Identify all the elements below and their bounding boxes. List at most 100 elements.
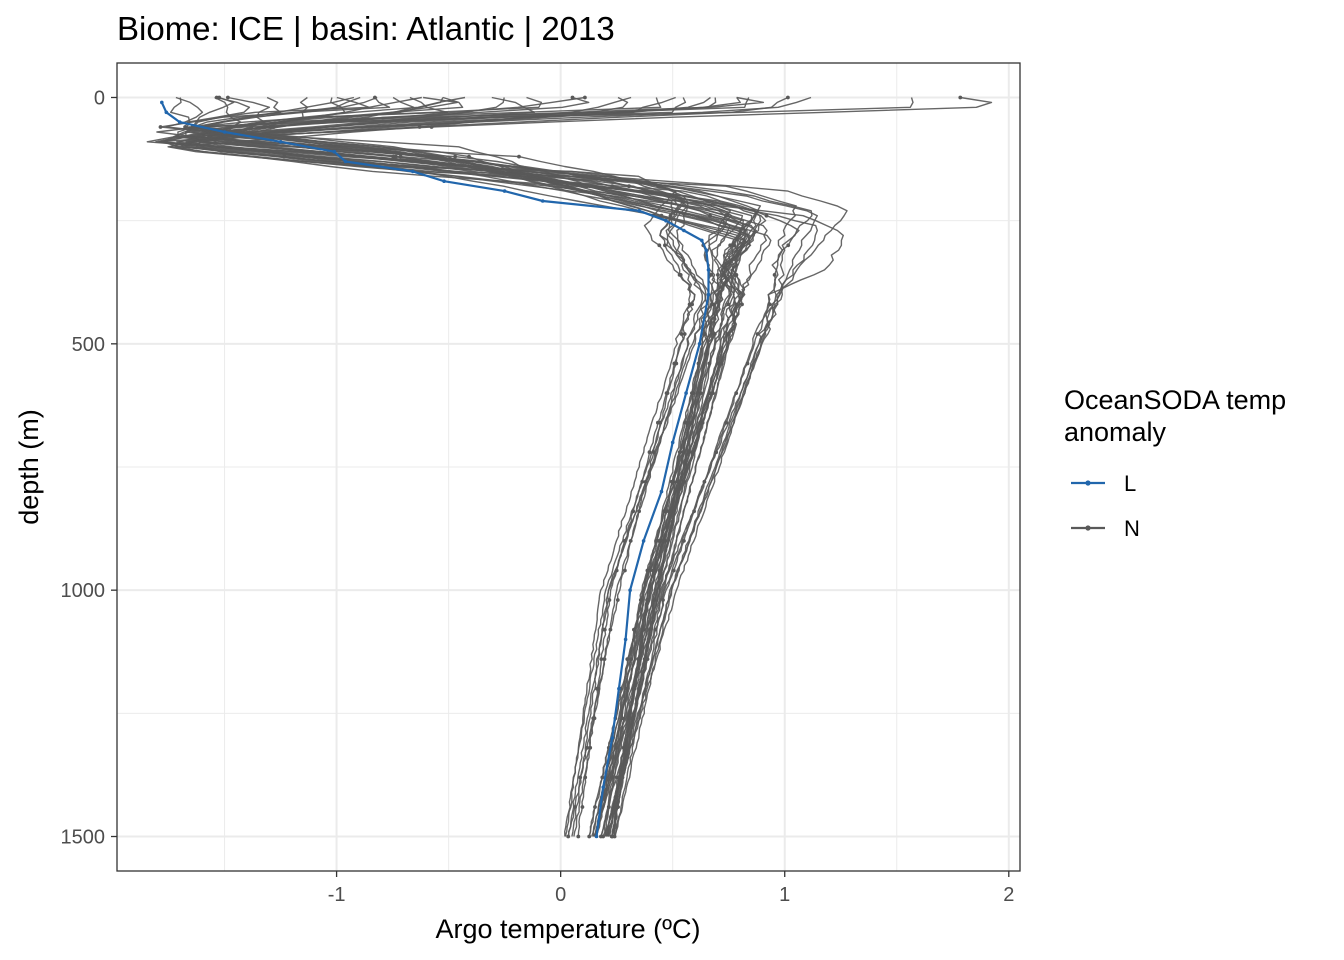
- l-profile-point: [659, 489, 664, 494]
- n-profile-point: [620, 716, 625, 721]
- n-profile-point: [607, 598, 612, 602]
- n-profile-point: [648, 627, 653, 632]
- n-profile-point: [755, 332, 760, 336]
- n-profile-point: [671, 509, 676, 514]
- n-profile-point: [576, 834, 581, 839]
- x-axis-title: Argo temperature (ºC): [436, 914, 701, 944]
- n-profile-point: [727, 332, 731, 336]
- l-profile-point: [628, 588, 632, 592]
- x-tick-label: -1: [328, 884, 346, 906]
- n-profile-point: [631, 509, 636, 514]
- legend-item-n: N: [1071, 516, 1140, 541]
- n-profile-point: [615, 598, 620, 602]
- l-profile-point: [617, 686, 621, 691]
- n-profile-point: [616, 805, 620, 809]
- n-profile-point: [647, 450, 652, 455]
- n-profile-point: [608, 627, 613, 632]
- n-profile-point: [570, 95, 575, 100]
- n-profile-point: [602, 657, 607, 661]
- n-profile-line: [185, 96, 746, 837]
- n-profile-point: [719, 361, 724, 366]
- n-profile-point: [639, 598, 644, 602]
- legend-key-l-point: [1085, 480, 1091, 486]
- n-profile-point: [583, 775, 588, 780]
- y-tick-label: 0: [94, 87, 105, 109]
- n-profile-point: [565, 184, 569, 189]
- n-profile-point: [786, 243, 791, 248]
- n-profile-line: [194, 96, 749, 837]
- n-profile-point: [724, 420, 729, 425]
- l-profile-point: [540, 199, 545, 203]
- n-profile-point: [158, 125, 163, 129]
- l-profile-point: [343, 159, 348, 164]
- n-profile-point: [591, 716, 596, 721]
- n-profile-point: [580, 805, 585, 809]
- n-profile-point: [588, 184, 593, 189]
- n-profile-point: [566, 834, 571, 839]
- n-profile-point: [627, 184, 631, 189]
- n-profile-point: [183, 125, 188, 129]
- legend-label-l: L: [1124, 471, 1136, 496]
- n-profile-point: [610, 775, 615, 780]
- n-profile-point: [658, 420, 663, 425]
- n-profile-point: [674, 361, 679, 366]
- l-profile-point: [682, 228, 686, 233]
- n-profile-point: [764, 213, 769, 218]
- n-profile-point: [707, 361, 712, 366]
- n-profile-point: [226, 95, 230, 100]
- n-profile-point: [391, 154, 396, 159]
- n-profile-point: [657, 243, 662, 248]
- n-profile-point: [661, 598, 665, 602]
- n-profile-point: [585, 184, 589, 189]
- l-profile-point: [706, 268, 711, 272]
- n-profile-point: [734, 302, 739, 307]
- n-profile-point: [373, 95, 377, 100]
- n-profile-point: [663, 243, 667, 248]
- n-profile-point: [429, 125, 434, 129]
- l-profile-point: [706, 292, 711, 297]
- n-profile-point: [588, 745, 593, 750]
- n-profile-point: [453, 154, 457, 159]
- n-profile-point: [398, 154, 403, 159]
- n-profile-point: [600, 775, 605, 780]
- n-profile-point: [696, 361, 701, 366]
- l-profile-point: [623, 637, 628, 642]
- n-profile-point: [599, 834, 603, 839]
- n-profile-point: [716, 273, 720, 277]
- n-profile-point: [628, 716, 632, 721]
- n-profile-point: [629, 657, 633, 661]
- n-profile-point: [614, 568, 619, 573]
- n-profile-point: [631, 716, 635, 721]
- n-profile-point: [734, 391, 739, 395]
- n-profile-point: [583, 95, 587, 100]
- n-profile-point: [467, 154, 471, 159]
- n-profile-point: [722, 273, 727, 277]
- n-profile-point: [702, 479, 707, 484]
- n-profile-point: [724, 213, 729, 218]
- n-profile-point: [628, 539, 633, 543]
- n-profile-point: [657, 539, 661, 543]
- n-profile-point: [637, 686, 642, 691]
- l-profile-point: [601, 785, 605, 789]
- n-profile-point: [665, 391, 670, 395]
- l-profile-point: [641, 539, 646, 543]
- n-profile-point: [682, 479, 686, 484]
- n-profile-point: [632, 686, 637, 691]
- n-profile-point: [659, 213, 664, 218]
- n-profile-point: [636, 657, 640, 661]
- n-profile-point: [700, 420, 705, 425]
- n-profile-point: [958, 95, 963, 100]
- n-profile-point: [656, 184, 661, 189]
- n-profile-point: [609, 834, 614, 839]
- n-profile-point: [682, 539, 686, 543]
- n-profile-line: [146, 96, 818, 837]
- n-profile-point: [573, 805, 577, 809]
- n-profile-point: [714, 450, 719, 455]
- n-profile-point: [716, 361, 721, 366]
- n-profile-point: [647, 568, 652, 573]
- y-axis-ticks: 0 500 1000 1500: [61, 87, 117, 849]
- l-profile-point: [160, 100, 164, 105]
- n-profile-point: [767, 302, 772, 307]
- n-profile-point: [610, 184, 614, 189]
- n-profile-point: [731, 243, 735, 248]
